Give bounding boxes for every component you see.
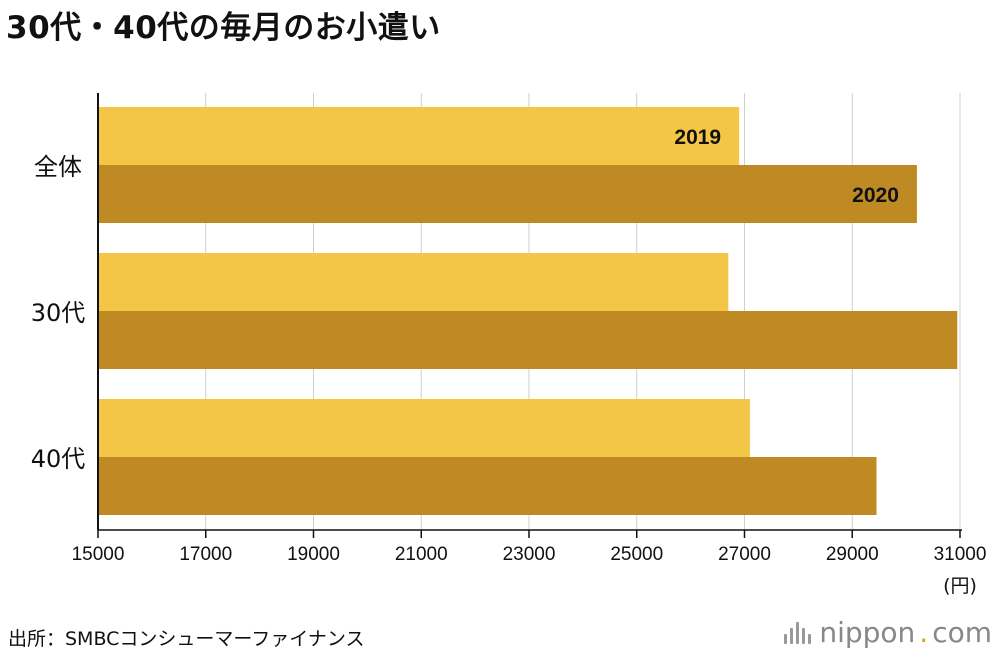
series-label: 2019 <box>674 126 721 149</box>
category-label: 全体 <box>34 153 82 181</box>
brand-dot: . <box>919 616 929 649</box>
x-tick-label: 31000 <box>934 544 987 565</box>
bar-2019 <box>98 253 729 311</box>
x-tick-label: 25000 <box>610 544 663 565</box>
bar-2019 <box>98 107 740 165</box>
bar-2020 <box>98 311 958 369</box>
category-label: 30代 <box>31 299 86 327</box>
brand-suffix: com <box>932 616 992 649</box>
bar-chart: 15000 17000 19000 21000 23000 25000 27000 29000… <box>31 93 987 597</box>
series-label: 2020 <box>852 184 899 207</box>
category-label: 40代 <box>31 445 86 473</box>
bar-2019 <box>98 399 750 457</box>
x-tick-label: 19000 <box>287 544 340 565</box>
nippon-logo: nippon. com <box>784 616 992 649</box>
x-tick-label: 21000 <box>395 544 448 565</box>
x-unit-label: (円) <box>943 575 977 597</box>
source-note: 出所：SMBCコンシューマーファイナンス <box>8 628 365 650</box>
bar-2020 <box>98 457 877 515</box>
x-tick-label: 23000 <box>503 544 556 565</box>
x-tick-label: 15000 <box>72 544 125 565</box>
bar-2020 <box>98 165 917 223</box>
x-tick-label: 27000 <box>718 544 771 565</box>
x-tick-label: 29000 <box>826 544 879 565</box>
brand-name: nippon <box>819 616 916 649</box>
nippon-logo-icon <box>784 621 812 644</box>
chart-title: 30代・40代の毎月のお小遣い <box>6 10 441 46</box>
x-tick-label: 17000 <box>179 544 232 565</box>
